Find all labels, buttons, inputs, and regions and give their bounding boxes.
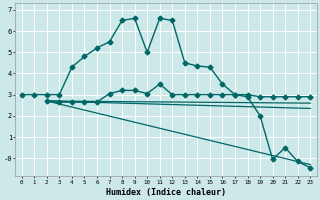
X-axis label: Humidex (Indice chaleur): Humidex (Indice chaleur): [106, 188, 226, 197]
